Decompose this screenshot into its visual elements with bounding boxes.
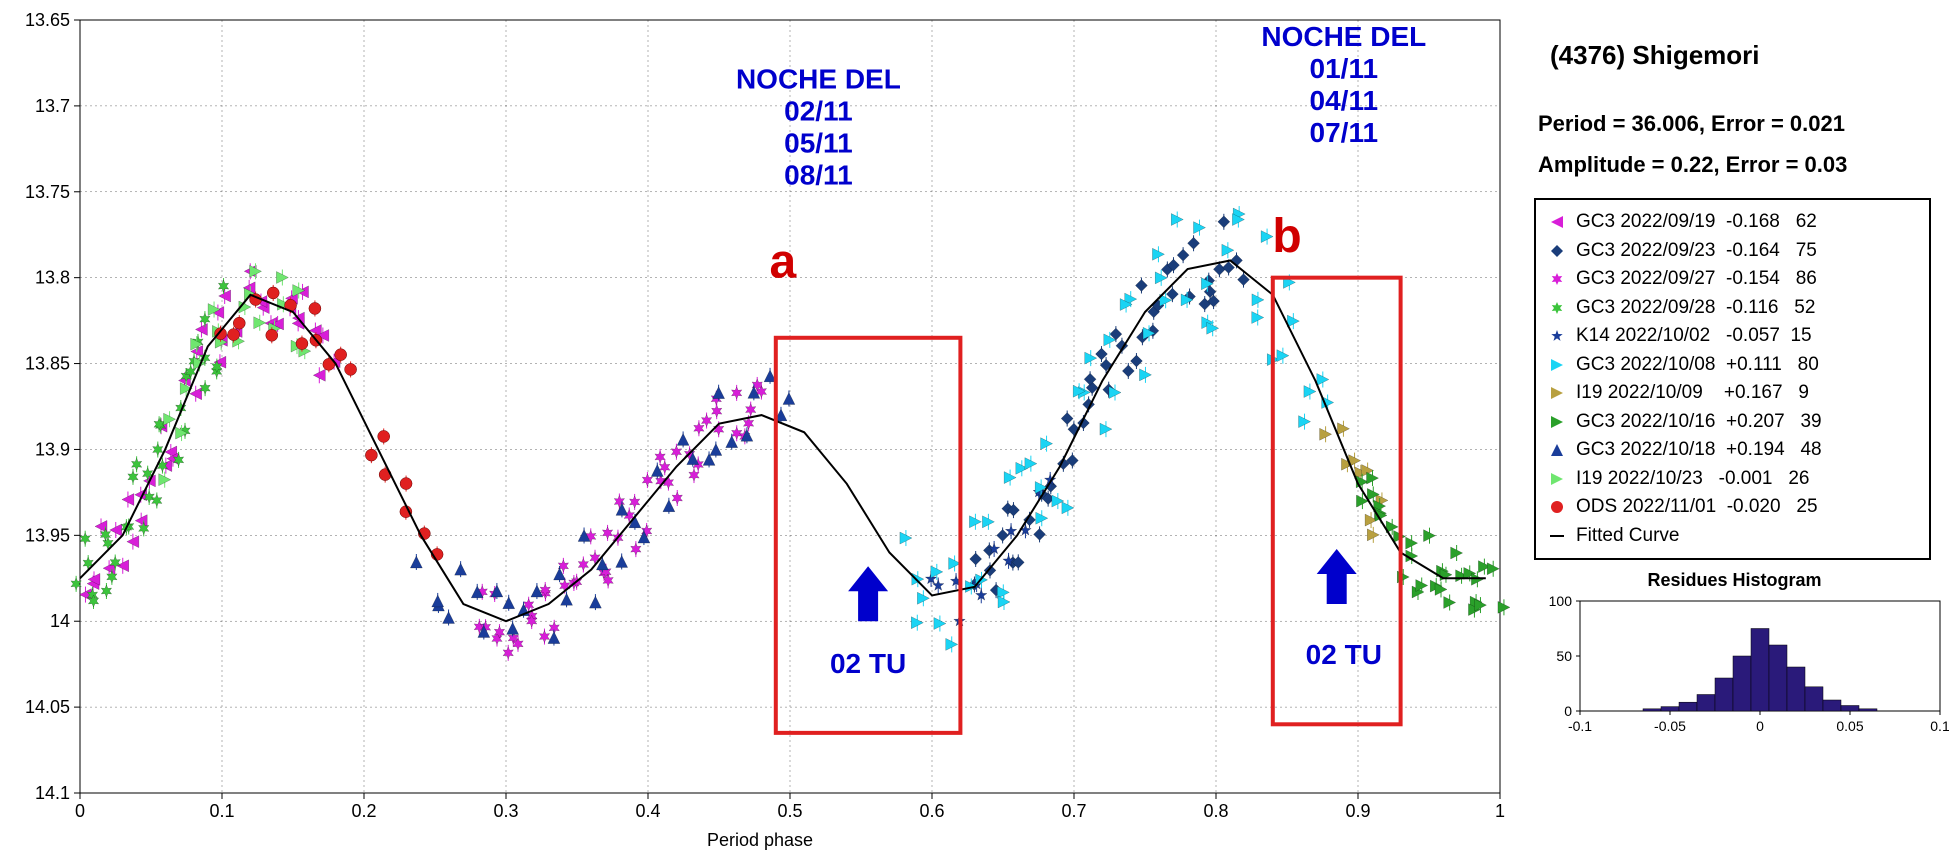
svg-text:0: 0 bbox=[1756, 718, 1764, 734]
legend-row: I19 2022/10/23 -0.001 26 bbox=[1546, 465, 1919, 494]
svg-text:b: b bbox=[1272, 210, 1301, 263]
svg-text:02 TU: 02 TU bbox=[1306, 639, 1382, 670]
svg-text:13.75: 13.75 bbox=[25, 182, 70, 202]
svg-text:100: 100 bbox=[1549, 593, 1573, 609]
legend-row: GC3 2022/09/28 -0.116 52 bbox=[1546, 294, 1919, 323]
legend-row: GC3 2022/09/27 -0.154 86 bbox=[1546, 265, 1919, 294]
svg-text:02 TU: 02 TU bbox=[830, 648, 906, 679]
svg-text:-0.1: -0.1 bbox=[1568, 718, 1592, 734]
svg-text:13.9: 13.9 bbox=[35, 439, 70, 459]
chart-svg: 0 0.1 0.2 0.3 0.4 0.5 0.6 0.7 0.8 0.9 1 14.1 14.05 14… bbox=[0, 0, 1520, 853]
svg-text:0: 0 bbox=[1564, 703, 1572, 719]
main-chart-area: Reduced Magnitude(V) Period phase 00.10.… bbox=[0, 0, 1520, 853]
svg-text:NOCHE DEL: NOCHE DEL bbox=[1261, 21, 1426, 52]
legend-row: ODS 2022/11/01 -0.020 25 bbox=[1546, 493, 1919, 522]
svg-text:07/11: 07/11 bbox=[1310, 117, 1379, 148]
svg-text:0.7: 0.7 bbox=[1061, 801, 1086, 821]
legend-row: I19 2022/10/09 +0.167 9 bbox=[1546, 379, 1919, 408]
svg-text:13.85: 13.85 bbox=[25, 354, 70, 374]
svg-text:50: 50 bbox=[1556, 648, 1572, 664]
svg-text:0.05: 0.05 bbox=[1836, 718, 1863, 734]
svg-text:0.3: 0.3 bbox=[493, 801, 518, 821]
histogram-svg: -0.1 -0.05 0 0.05 0.1 0 50 100 bbox=[1530, 591, 1949, 741]
legend-row: GC3 2022/09/23 -0.164 75 bbox=[1546, 237, 1919, 266]
svg-text:13.8: 13.8 bbox=[35, 268, 70, 288]
legend-row: GC3 2022/09/19 -0.168 62 bbox=[1546, 208, 1919, 237]
legend-box: GC3 2022/09/19 -0.168 62GC3 2022/09/23 -… bbox=[1534, 198, 1931, 560]
legend-row-fitted: Fitted Curve bbox=[1546, 522, 1919, 551]
svg-text:04/11: 04/11 bbox=[1310, 85, 1379, 116]
svg-text:0.4: 0.4 bbox=[635, 801, 660, 821]
svg-text:-0.05: -0.05 bbox=[1654, 718, 1686, 734]
legend-row: GC3 2022/10/16 +0.207 39 bbox=[1546, 408, 1919, 437]
svg-text:0.5: 0.5 bbox=[777, 801, 802, 821]
side-panel: (4376) Shigemori Period = 36.006, Error … bbox=[1520, 0, 1949, 853]
svg-text:08/11: 08/11 bbox=[784, 160, 853, 191]
svg-text:01/11: 01/11 bbox=[1310, 53, 1379, 84]
svg-text:0.6: 0.6 bbox=[919, 801, 944, 821]
legend-row: K14 2022/10/02 -0.057 15 bbox=[1546, 322, 1919, 351]
svg-text:02/11: 02/11 bbox=[784, 96, 853, 127]
svg-text:0: 0 bbox=[75, 801, 85, 821]
svg-text:0.8: 0.8 bbox=[1203, 801, 1228, 821]
svg-text:0.2: 0.2 bbox=[351, 801, 376, 821]
svg-text:05/11: 05/11 bbox=[784, 128, 853, 159]
svg-text:13.65: 13.65 bbox=[25, 10, 70, 30]
histogram-title: Residues Histogram bbox=[1530, 570, 1939, 591]
svg-text:a: a bbox=[770, 236, 797, 289]
svg-text:NOCHE DEL: NOCHE DEL bbox=[736, 64, 901, 95]
period-line: Period = 36.006, Error = 0.021 bbox=[1538, 111, 1939, 137]
svg-text:14.1: 14.1 bbox=[35, 783, 70, 803]
svg-text:0.1: 0.1 bbox=[209, 801, 234, 821]
amplitude-line: Amplitude = 0.22, Error = 0.03 bbox=[1538, 152, 1939, 178]
svg-text:13.95: 13.95 bbox=[25, 525, 70, 545]
svg-text:0.9: 0.9 bbox=[1345, 801, 1370, 821]
svg-text:13.7: 13.7 bbox=[35, 96, 70, 116]
legend-row: GC3 2022/10/18 +0.194 48 bbox=[1546, 436, 1919, 465]
svg-text:14.05: 14.05 bbox=[25, 697, 70, 717]
object-title: (4376) Shigemori bbox=[1550, 40, 1939, 71]
svg-text:14: 14 bbox=[50, 611, 70, 631]
svg-text:0.1: 0.1 bbox=[1930, 718, 1949, 734]
svg-text:1: 1 bbox=[1495, 801, 1505, 821]
legend-row: GC3 2022/10/08 +0.111 80 bbox=[1546, 351, 1919, 380]
